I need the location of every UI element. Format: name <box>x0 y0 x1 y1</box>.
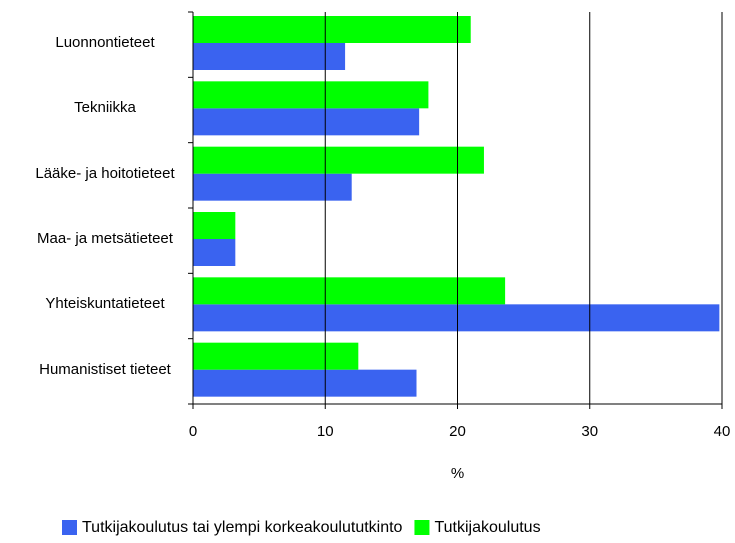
y-tick-label: Yhteiskuntatieteet <box>45 295 165 313</box>
bar <box>193 173 352 201</box>
x-axis-label: % <box>451 465 464 482</box>
bar <box>193 369 417 397</box>
y-tick-label: Humanistiset tieteet <box>39 360 171 378</box>
bar <box>193 304 720 332</box>
x-tick-label: 0 <box>189 423 197 440</box>
bar <box>193 212 236 239</box>
bar <box>193 239 236 266</box>
x-tick-label: 40 <box>714 423 731 440</box>
bar <box>193 277 506 305</box>
bar <box>193 108 420 136</box>
x-tick-label: 10 <box>317 423 334 440</box>
y-tick-label: Lääke- ja hoitotieteet <box>35 164 175 182</box>
bar <box>193 342 359 370</box>
x-tick-label: 20 <box>449 423 466 440</box>
legend-swatch <box>414 520 430 535</box>
legend-label: Tutkijakoulutus tai ylempi korkeakoulutu… <box>82 519 403 536</box>
legend-label: Tutkijakoulutus <box>434 519 540 536</box>
y-tick-label: Maa- ja metsätieteet <box>37 230 173 247</box>
bar <box>193 81 429 109</box>
y-tick-label: Luonnontieteet <box>55 34 155 51</box>
bar <box>193 146 484 174</box>
bar <box>193 43 346 70</box>
y-tick-label: Tekniikka <box>74 99 136 117</box>
x-tick-label: 30 <box>581 423 598 440</box>
bar <box>193 16 471 43</box>
legend-swatch <box>62 520 77 535</box>
